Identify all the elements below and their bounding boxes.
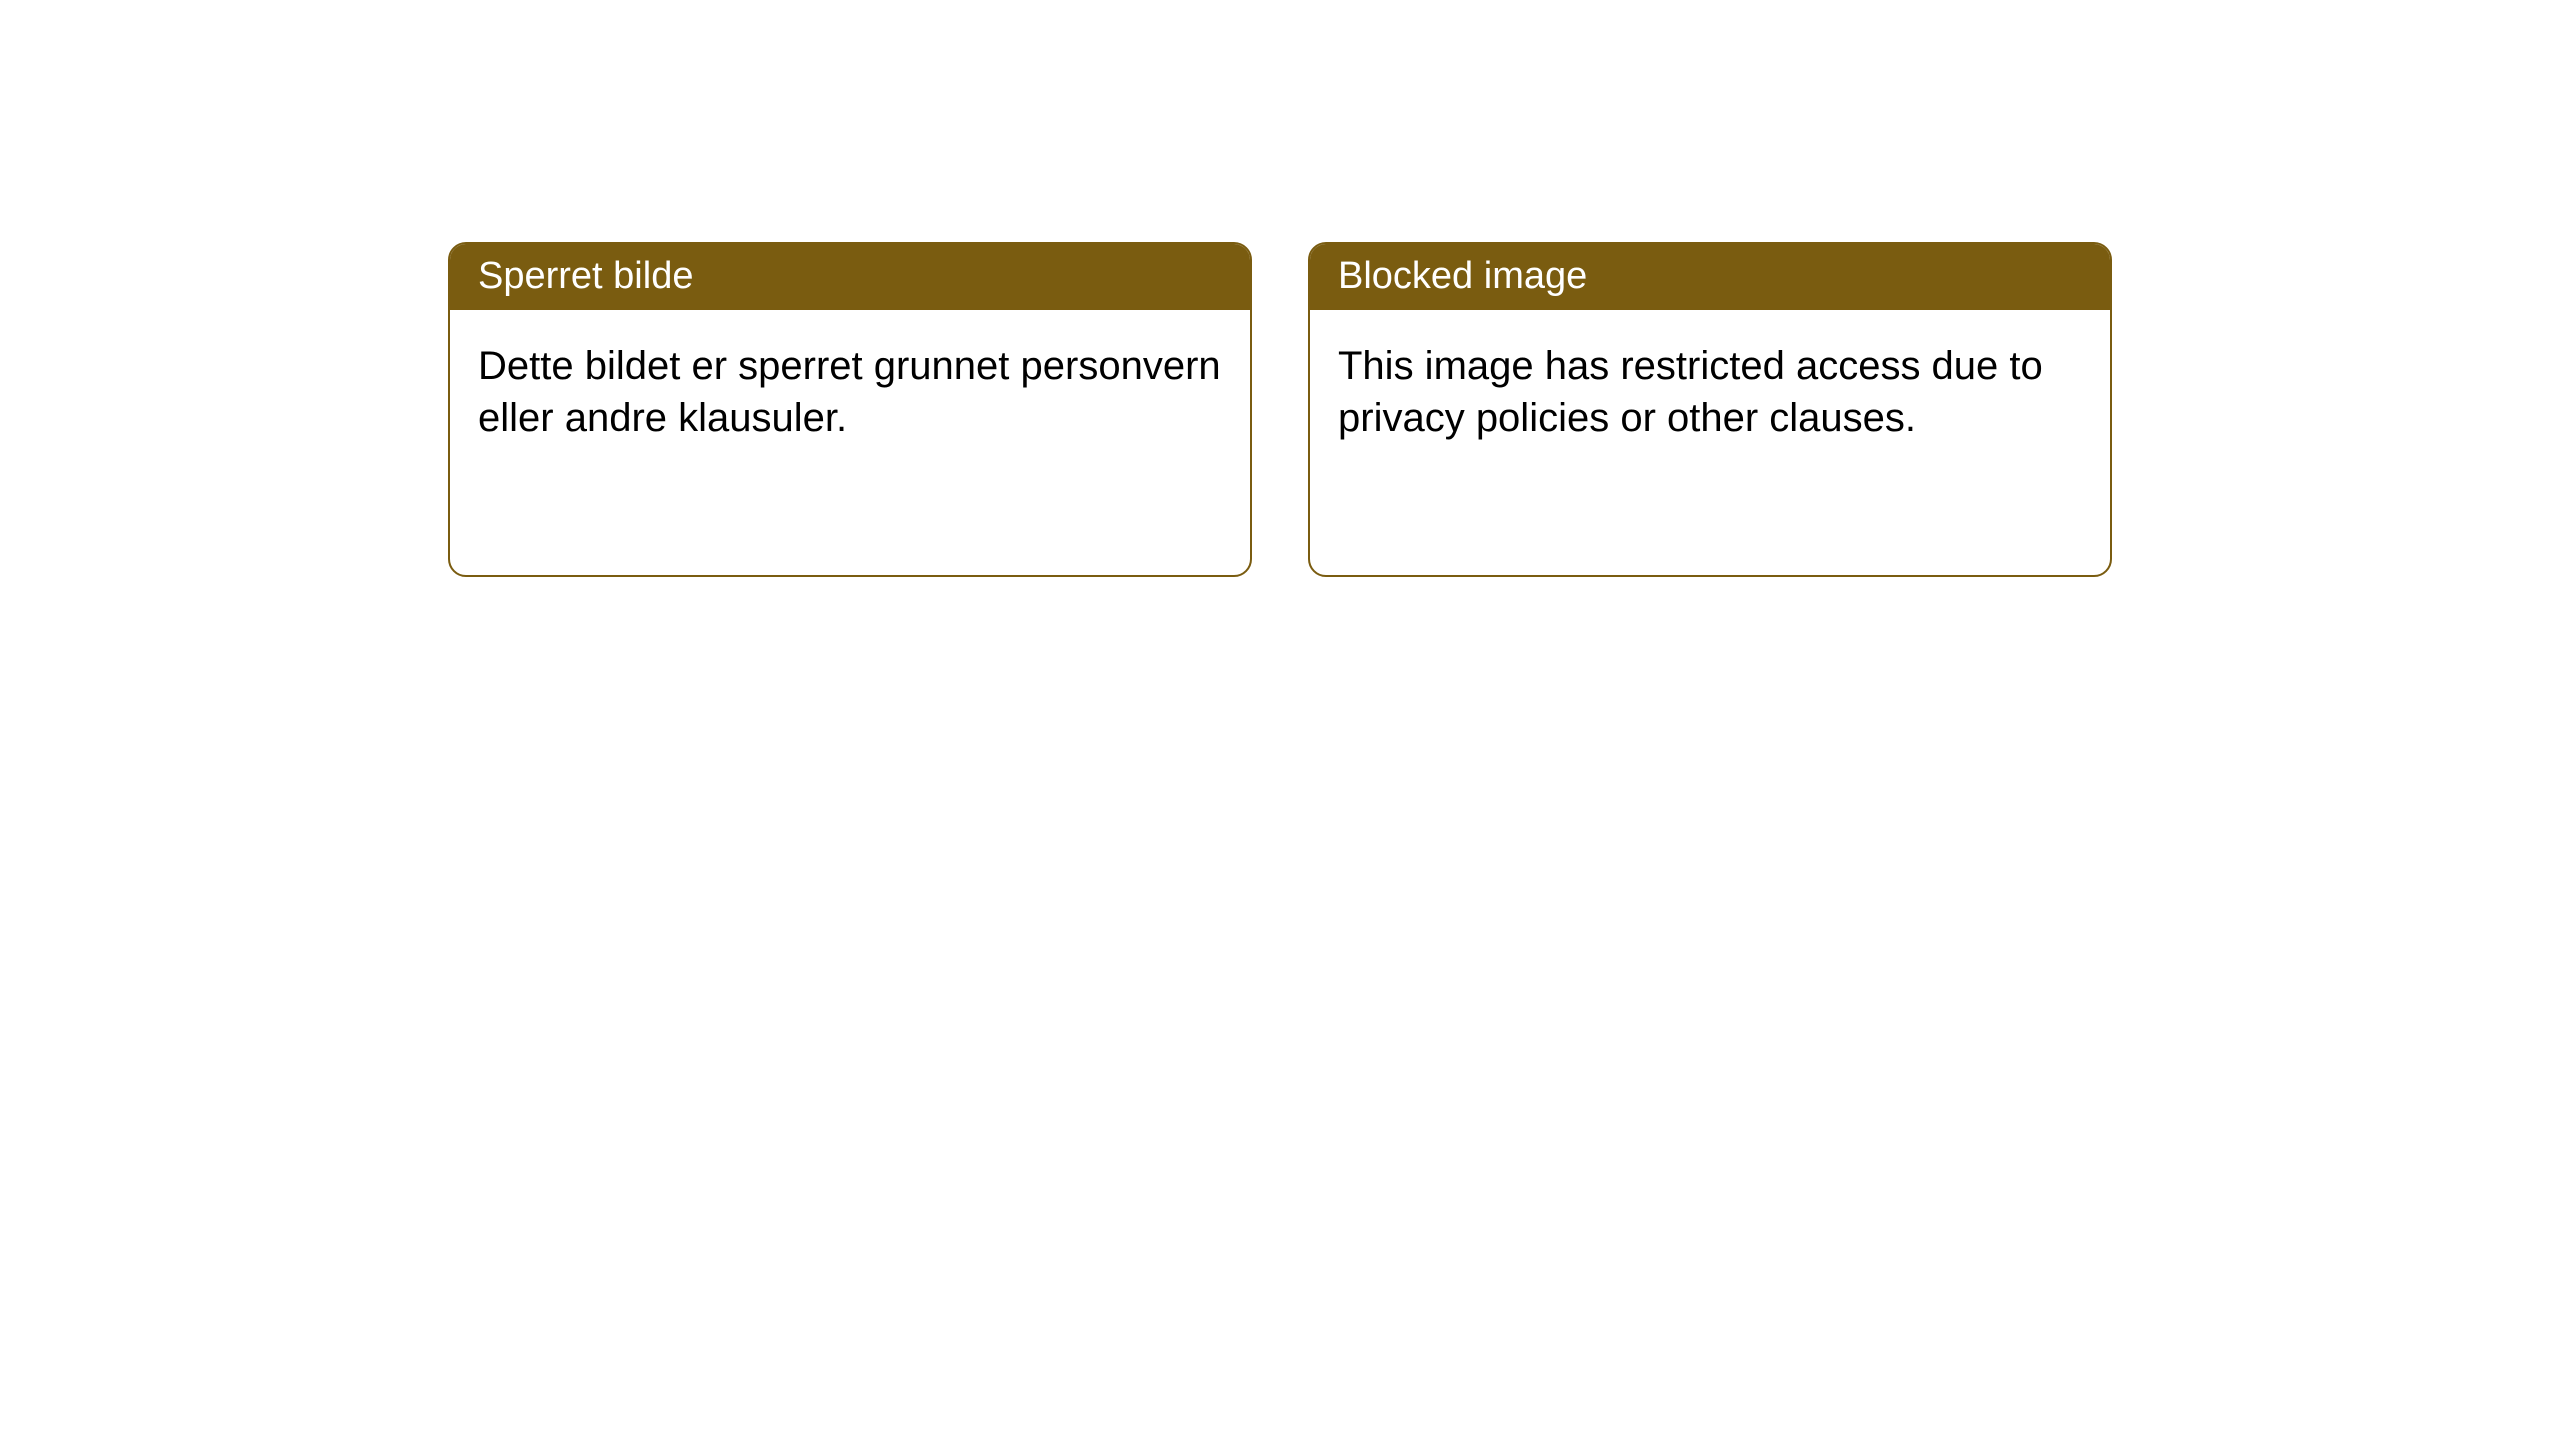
notice-body-norwegian: Dette bildet er sperret grunnet personve…	[450, 310, 1250, 474]
notice-text-norwegian: Dette bildet er sperret grunnet personve…	[478, 344, 1221, 440]
notice-header-english: Blocked image	[1310, 244, 2110, 310]
notice-body-english: This image has restricted access due to …	[1310, 310, 2110, 474]
notice-header-norwegian: Sperret bilde	[450, 244, 1250, 310]
notice-box-norwegian: Sperret bilde Dette bildet er sperret gr…	[448, 242, 1252, 577]
notice-title-english: Blocked image	[1338, 255, 1587, 297]
notice-title-norwegian: Sperret bilde	[478, 255, 693, 297]
notice-container: Sperret bilde Dette bildet er sperret gr…	[448, 242, 2112, 577]
notice-text-english: This image has restricted access due to …	[1338, 344, 2043, 440]
notice-box-english: Blocked image This image has restricted …	[1308, 242, 2112, 577]
